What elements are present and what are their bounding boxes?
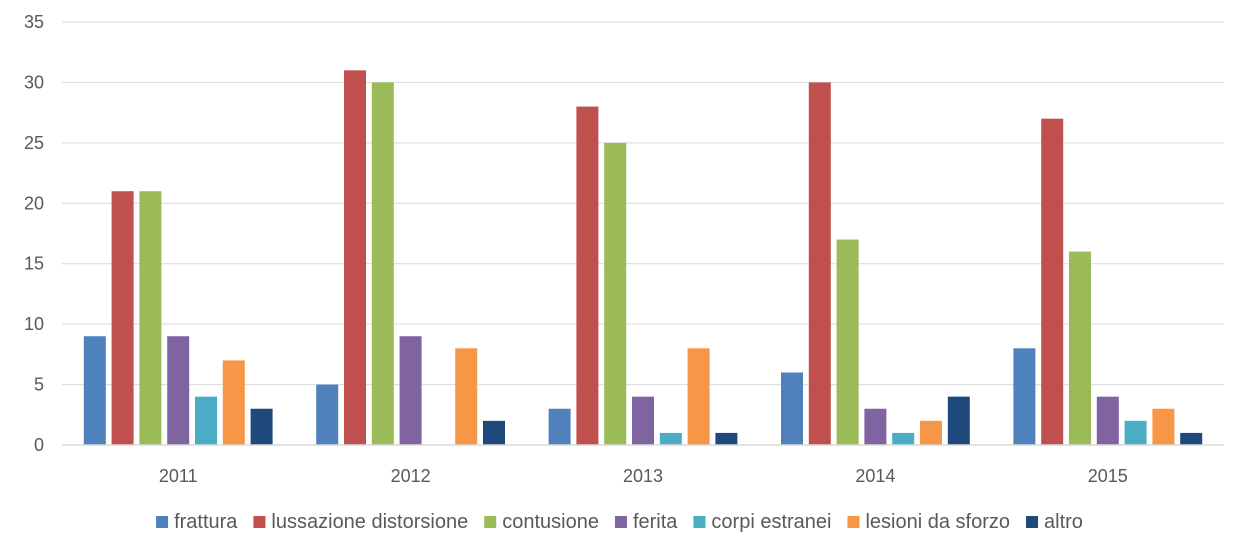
bar — [222, 360, 245, 445]
bar — [195, 396, 217, 445]
legend-item: contusione — [484, 511, 599, 533]
y-tick-label: 15 — [24, 254, 44, 274]
legend-swatch — [484, 516, 497, 528]
x-tick-label: 2013 — [623, 466, 663, 486]
legend-swatch — [253, 516, 266, 528]
bar — [1096, 396, 1119, 445]
y-axis-ticks: 0 5 10 15 20 25 30 35 — [24, 12, 44, 455]
x-tick-label: 2011 — [159, 466, 198, 486]
y-tick-label: 10 — [24, 314, 44, 334]
bar — [344, 70, 366, 445]
bar — [316, 384, 339, 445]
bar — [781, 372, 803, 445]
bar — [139, 191, 162, 445]
y-tick-label: 5 — [34, 375, 44, 395]
y-tick-label: 30 — [24, 72, 44, 92]
bar — [1041, 118, 1064, 445]
bar — [167, 336, 190, 445]
legend-item: lussazione distorsione — [253, 511, 468, 533]
legend-label: ferita — [633, 511, 678, 533]
bar — [836, 239, 859, 445]
legend-label: corpi estranei — [711, 511, 831, 533]
legend-swatch — [614, 516, 627, 528]
y-tick-label: 25 — [24, 133, 44, 153]
legend-item: ferita — [614, 511, 678, 533]
bar — [864, 408, 887, 445]
bar — [947, 396, 970, 445]
x-tick-label: 2012 — [391, 466, 431, 486]
bar — [632, 396, 654, 445]
legend-swatch — [847, 516, 860, 528]
x-tick-label: 2014 — [855, 466, 895, 486]
legend-item: lesioni da sforzo — [847, 511, 1010, 533]
bar — [1152, 408, 1175, 445]
legend-label: altro — [1044, 511, 1083, 533]
bar — [659, 432, 682, 445]
bar — [715, 432, 738, 445]
bar — [687, 348, 710, 445]
bar — [576, 106, 599, 445]
y-tick-label: 0 — [34, 435, 44, 455]
y-tick-label: 20 — [24, 193, 44, 213]
legend: frattura lussazione distorsione contusione… — [156, 511, 1083, 533]
bar — [250, 408, 273, 445]
legend-swatch — [693, 516, 706, 528]
gridlines — [62, 21, 1224, 386]
bar — [111, 191, 134, 445]
legend-item: altro — [1026, 511, 1083, 533]
legend-label: lussazione distorsione — [271, 511, 468, 533]
legend-label: lesioni da sforzo — [865, 511, 1010, 533]
bar — [455, 348, 478, 445]
bar — [1124, 420, 1147, 445]
bar — [1013, 348, 1036, 445]
bar — [808, 82, 831, 445]
legend-item: frattura — [156, 511, 238, 533]
legend-swatch — [1026, 516, 1039, 528]
bar — [83, 336, 106, 445]
bars — [83, 70, 1203, 445]
bar — [920, 420, 942, 445]
bar — [1069, 251, 1091, 445]
bar — [399, 336, 422, 445]
x-tick-label: 2015 — [1088, 466, 1128, 486]
bar — [548, 408, 571, 445]
bar — [604, 142, 627, 445]
y-tick-label: 35 — [24, 12, 44, 32]
bar — [371, 82, 394, 445]
legend-label: contusione — [502, 511, 599, 533]
bar — [483, 420, 505, 445]
bar — [1180, 432, 1203, 445]
legend-item: corpi estranei — [693, 511, 831, 533]
x-axis-ticks: 2011 2012 2013 2014 2015 — [159, 466, 1128, 486]
legend-swatch — [156, 516, 169, 528]
legend-label: frattura — [174, 511, 238, 533]
bar — [892, 432, 915, 445]
